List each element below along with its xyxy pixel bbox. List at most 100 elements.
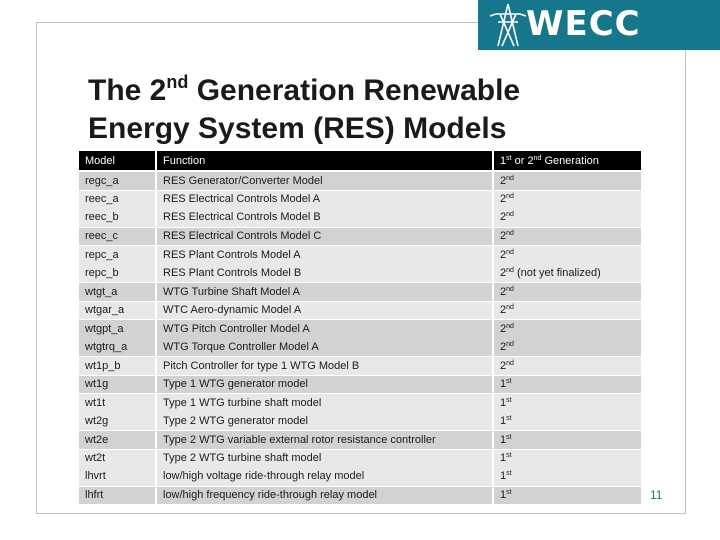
function-cell: Type 2 WTG turbine shaft model — [156, 448, 493, 467]
generation-cell: 2nd — [493, 171, 642, 190]
table-row: repc_b RES Plant Controls Model B 2nd (not… — [78, 263, 642, 282]
title-part: Generation Renewable — [188, 74, 521, 107]
generation-number: 2 — [500, 266, 507, 279]
generation-superscript: nd — [506, 322, 514, 330]
generation-number: 2 — [500, 285, 507, 298]
generation-superscript: nd — [506, 211, 514, 219]
generation-number: 2 — [500, 174, 507, 187]
wecc-logo: WECC — [478, 0, 720, 50]
model-cell: reec_c — [78, 226, 156, 245]
generation-number: 1 — [500, 378, 507, 391]
model-cell: wt2t — [78, 448, 156, 467]
generation-number: 2 — [500, 230, 507, 243]
generation-superscript: nd — [506, 266, 514, 274]
generation-superscript: nd — [506, 248, 514, 256]
generation-number: 1 — [500, 489, 507, 502]
table-body: regc_a RES Generator/Converter Model 2nd re… — [78, 171, 642, 504]
generation-number: 2 — [500, 322, 507, 335]
table-row: lhvrt low/high voltage ride-through relay… — [78, 467, 642, 486]
model-cell: wt1t — [78, 393, 156, 412]
table-row: wt1t Type 1 WTG turbine shaft model 1st — [78, 393, 642, 412]
header-superscript: nd — [533, 154, 542, 162]
generation-number: 1 — [500, 452, 507, 465]
generation-cell: 1st — [493, 467, 642, 486]
function-cell: WTG Pitch Controller Model A — [156, 319, 493, 338]
model-cell: wtgt_a — [78, 282, 156, 301]
table-header-row: Model Function 1st or 2nd Generation — [78, 150, 642, 171]
model-cell: wt1g — [78, 374, 156, 393]
function-cell: low/high voltage ride-through relay mode… — [156, 467, 493, 486]
function-cell: RES Plant Controls Model B — [156, 263, 493, 282]
generation-superscript: nd — [506, 304, 514, 312]
generation-cell: 2nd — [493, 337, 642, 356]
model-cell: lhvrt — [78, 467, 156, 486]
generation-cell: 2nd — [493, 226, 642, 245]
generation-cell: 2nd — [493, 319, 642, 338]
generation-cell: 2nd — [493, 300, 642, 319]
table-row: wt2e Type 2 WTG variable external rotor r… — [78, 430, 642, 449]
res-models-table: Model Function 1st or 2nd Generation reg… — [78, 150, 642, 504]
generation-cell: 2nd — [493, 282, 642, 301]
table-row: wt1p_b Pitch Controller for type 1 WTG Mo… — [78, 356, 642, 375]
table-row: reec_a RES Electrical Controls Model A 2nd — [78, 189, 642, 208]
model-cell: reec_b — [78, 208, 156, 227]
function-cell: low/high frequency ride-through relay mo… — [156, 485, 493, 504]
header-text: Generation — [541, 154, 599, 167]
table-row: wtgpt_a WTG Pitch Controller Model A 2nd — [78, 319, 642, 338]
logo-text: WECC — [526, 4, 641, 44]
generation-number: 2 — [500, 193, 507, 206]
page-title: The 2nd Generation Renewable Energy Syst… — [88, 72, 608, 148]
transmission-tower-icon — [489, 3, 527, 47]
page-number: 11 — [650, 488, 663, 502]
table-row: wt2g Type 2 WTG generator model 1st — [78, 411, 642, 430]
generation-cell: 1st — [493, 430, 642, 449]
table-row: regc_a RES Generator/Converter Model 2nd — [78, 171, 642, 190]
generation-superscript: nd — [506, 359, 514, 367]
function-cell: RES Electrical Controls Model A — [156, 189, 493, 208]
generation-number: 2 — [500, 340, 507, 353]
model-cell: wtgtrq_a — [78, 337, 156, 356]
model-cell: reec_a — [78, 189, 156, 208]
table-row: reec_b RES Electrical Controls Model B 2nd — [78, 208, 642, 227]
table-row: wtgt_a WTG Turbine Shaft Model A 2nd — [78, 282, 642, 301]
model-cell: wt2e — [78, 430, 156, 449]
table-row: wtgtrq_a WTG Torque Controller Model A 2nd — [78, 337, 642, 356]
generation-superscript: nd — [506, 174, 514, 182]
generation-superscript: st — [506, 396, 512, 404]
generation-superscript: st — [506, 452, 512, 460]
header-text: or 2 — [511, 154, 534, 167]
model-cell: wt1p_b — [78, 356, 156, 375]
function-cell: WTC Aero-dynamic Model A — [156, 300, 493, 319]
generation-cell: 1st — [493, 393, 642, 412]
generation-number: 2 — [500, 211, 507, 224]
generation-cell: 1st — [493, 485, 642, 504]
table-row: repc_a RES Plant Controls Model A 2nd — [78, 245, 642, 264]
generation-cell: 1st — [493, 448, 642, 467]
function-cell: RES Electrical Controls Model C — [156, 226, 493, 245]
function-cell: Type 2 WTG variable external rotor resis… — [156, 430, 493, 449]
generation-cell: 2nd — [493, 245, 642, 264]
generation-superscript: nd — [506, 285, 514, 293]
generation-superscript: st — [506, 433, 512, 441]
title-superscript: nd — [166, 72, 189, 92]
model-cell: wt2g — [78, 411, 156, 430]
function-cell: WTG Torque Controller Model A — [156, 337, 493, 356]
model-cell: regc_a — [78, 171, 156, 190]
table-row: reec_c RES Electrical Controls Model C 2nd — [78, 226, 642, 245]
generation-cell: 2nd — [493, 208, 642, 227]
function-cell: RES Electrical Controls Model B — [156, 208, 493, 227]
table-row: lhfrt low/high frequency ride-through rel… — [78, 485, 642, 504]
model-cell: repc_b — [78, 263, 156, 282]
generation-cell: 1st — [493, 374, 642, 393]
column-header-model: Model — [78, 150, 156, 171]
function-cell: Type 1 WTG turbine shaft model — [156, 393, 493, 412]
generation-number: 2 — [500, 359, 507, 372]
table-row: wt2t Type 2 WTG turbine shaft model 1st — [78, 448, 642, 467]
generation-number: 1 — [500, 433, 507, 446]
generation-number: 1 — [500, 396, 507, 409]
generation-superscript: st — [506, 470, 512, 478]
generation-superscript: st — [506, 378, 512, 386]
model-cell: wtgar_a — [78, 300, 156, 319]
function-cell: RES Plant Controls Model A — [156, 245, 493, 264]
header-text: 1 — [500, 154, 507, 167]
